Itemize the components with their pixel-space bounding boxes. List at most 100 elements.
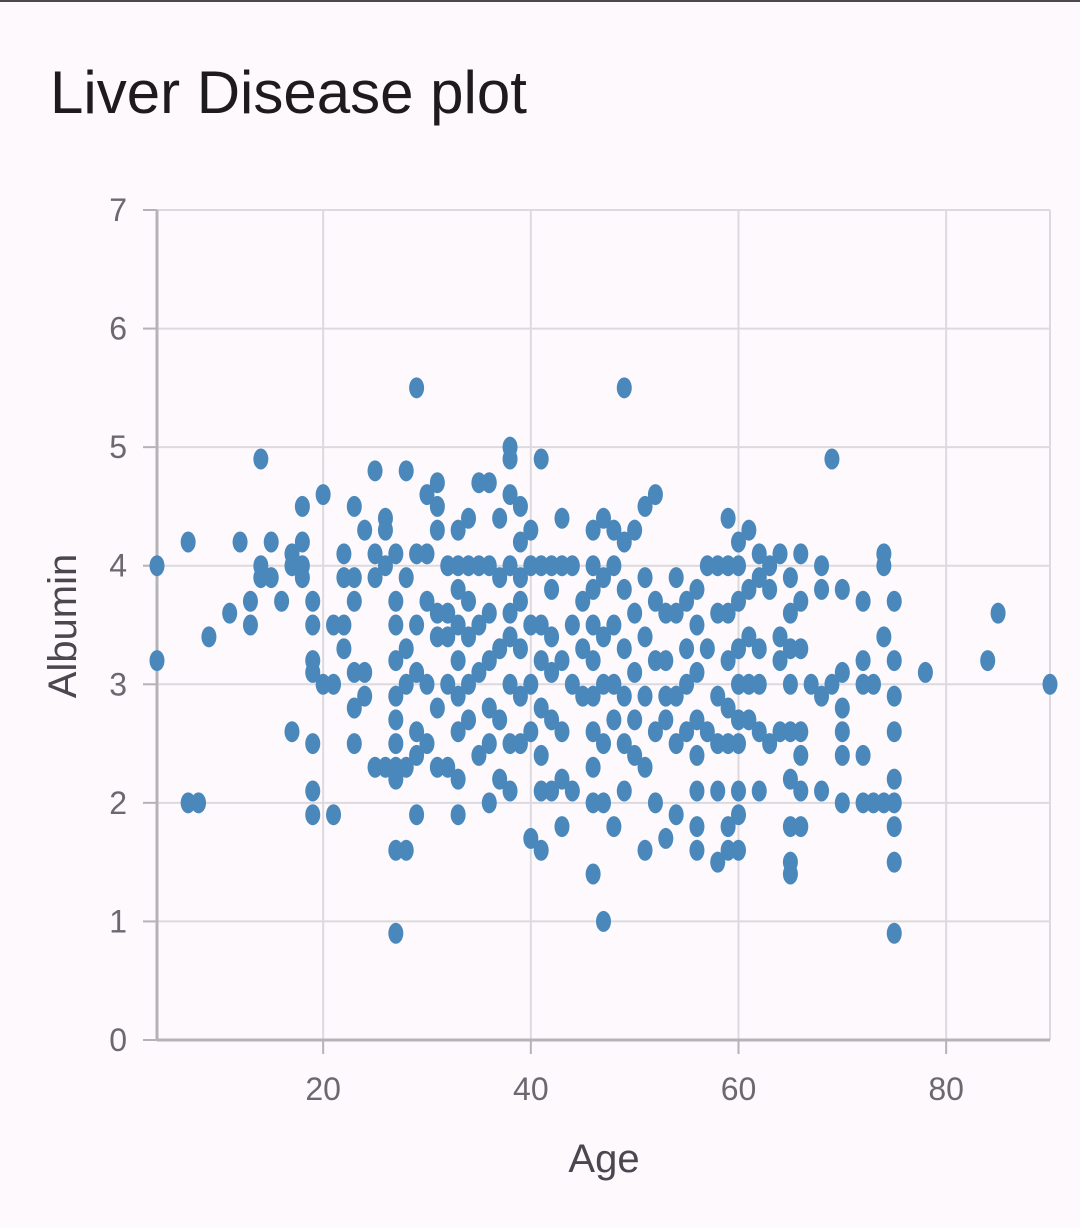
data-point [803, 673, 819, 695]
data-point [876, 792, 892, 814]
data-point [606, 816, 622, 838]
data-point [502, 673, 518, 695]
data-point [730, 555, 746, 577]
data-point [699, 638, 715, 660]
data-point [658, 602, 674, 624]
data-point [855, 792, 871, 814]
data-point [284, 721, 300, 743]
data-point [596, 507, 611, 529]
data-point [492, 709, 508, 731]
data-point [834, 578, 850, 600]
data-point [512, 638, 528, 660]
data-point [585, 555, 601, 577]
data-point [367, 543, 383, 565]
data-point [326, 614, 342, 636]
data-point [440, 626, 456, 648]
data-point [575, 590, 591, 612]
data-point [606, 709, 622, 731]
data-point [814, 578, 830, 600]
data-point [990, 602, 1006, 624]
data-point [980, 650, 996, 672]
data-point [481, 555, 497, 577]
data-point [429, 602, 445, 624]
data-point [544, 709, 560, 731]
data-point [814, 685, 830, 707]
data-point [533, 650, 549, 672]
data-point [886, 851, 902, 873]
data-point [440, 602, 456, 624]
data-point [627, 744, 643, 766]
data-point [502, 555, 518, 577]
data-point [502, 484, 518, 506]
data-point [668, 602, 684, 624]
data-point [720, 507, 736, 529]
data-point [533, 448, 549, 470]
data-point [689, 709, 705, 731]
data-point [782, 721, 798, 743]
data-point [730, 780, 746, 802]
data-point [512, 590, 528, 612]
data-point [388, 685, 404, 707]
data-point [398, 756, 414, 778]
top-divider [0, 0, 1080, 2]
data-point [409, 543, 425, 565]
data-point [710, 851, 726, 873]
data-point [253, 448, 269, 470]
y-axis-title: Albumin [41, 554, 85, 699]
data-point [450, 804, 466, 826]
data-point [606, 673, 622, 695]
data-point [149, 650, 165, 672]
data-point [533, 555, 549, 577]
data-point [388, 543, 404, 565]
data-point [409, 804, 425, 826]
data-point [585, 863, 601, 885]
data-point [544, 626, 560, 648]
data-point [751, 780, 767, 802]
data-point [461, 673, 477, 695]
data-point [782, 638, 798, 660]
data-point [616, 733, 632, 755]
y-tick-label: 4 [109, 548, 127, 584]
data-point [409, 661, 425, 683]
data-point [564, 673, 580, 695]
data-point [419, 590, 435, 612]
data-point [367, 460, 383, 482]
data-point [793, 721, 809, 743]
y-tick-label: 5 [109, 429, 127, 465]
data-point [471, 472, 487, 494]
data-point [814, 555, 830, 577]
data-point [793, 744, 809, 766]
data-point [585, 685, 601, 707]
data-point [647, 590, 663, 612]
data-point [751, 721, 767, 743]
data-point [585, 721, 601, 743]
data-point [585, 792, 601, 814]
data-point [377, 555, 393, 577]
data-point [730, 733, 746, 755]
data-point [388, 709, 404, 731]
data-point [689, 839, 705, 861]
data-point [554, 768, 570, 790]
data-point [512, 733, 528, 755]
data-point [596, 733, 611, 755]
data-point [647, 484, 663, 506]
x-axis-title: Age [568, 1137, 639, 1181]
data-point [647, 650, 663, 672]
data-point [346, 567, 362, 589]
data-point [305, 804, 321, 826]
data-point [762, 555, 778, 577]
data-point [346, 590, 362, 612]
x-tick-label: 60 [721, 1071, 757, 1107]
data-point [637, 685, 653, 707]
data-point [782, 673, 798, 695]
data-point [554, 650, 570, 672]
data-point [658, 709, 674, 731]
data-point [429, 519, 445, 541]
data-point [720, 555, 736, 577]
data-point [336, 638, 352, 660]
data-point [886, 768, 902, 790]
data-point [336, 614, 352, 636]
data-point [886, 816, 902, 838]
data-point [471, 661, 487, 683]
